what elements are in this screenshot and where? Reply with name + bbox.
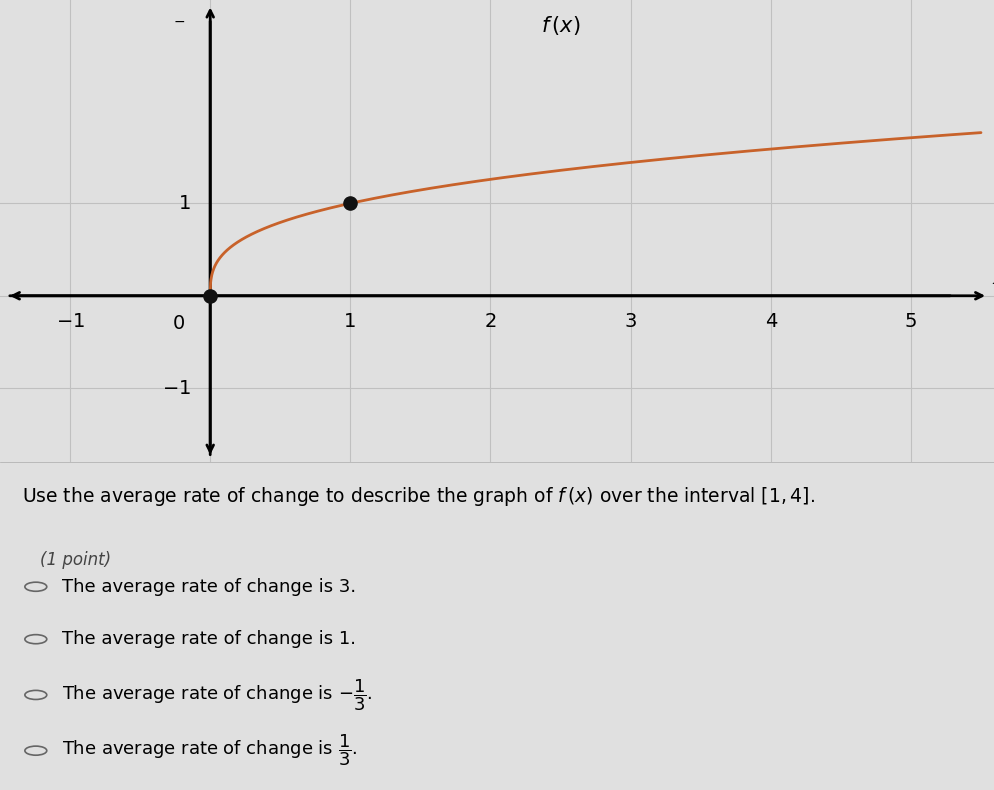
Text: The average rate of change is 1.: The average rate of change is 1. xyxy=(62,630,355,648)
Text: $0$: $0$ xyxy=(172,314,185,333)
Text: (1 point): (1 point) xyxy=(40,551,110,569)
Text: $1$: $1$ xyxy=(178,194,191,213)
Text: $-$: $-$ xyxy=(173,14,185,28)
Text: 1: 1 xyxy=(344,312,356,332)
Text: 2: 2 xyxy=(484,312,496,332)
Text: x: x xyxy=(991,269,994,288)
Text: $-1$: $-1$ xyxy=(161,378,191,397)
Text: The average rate of change is $\dfrac{1}{3}$.: The average rate of change is $\dfrac{1}… xyxy=(62,733,357,769)
Text: 4: 4 xyxy=(763,312,776,332)
Text: 5: 5 xyxy=(904,312,916,332)
Point xyxy=(202,289,218,302)
Text: The average rate of change is 3.: The average rate of change is 3. xyxy=(62,577,356,596)
Text: 3: 3 xyxy=(624,312,636,332)
Point xyxy=(342,197,358,209)
Text: Use the average rate of change to describe the graph of $f\,(x)$ over the interv: Use the average rate of change to descri… xyxy=(22,485,814,508)
Text: The average rate of change is $-\dfrac{1}{3}$.: The average rate of change is $-\dfrac{1… xyxy=(62,677,372,713)
Text: $-1$: $-1$ xyxy=(56,312,84,332)
Text: $f\,(x)$: $f\,(x)$ xyxy=(540,14,580,37)
